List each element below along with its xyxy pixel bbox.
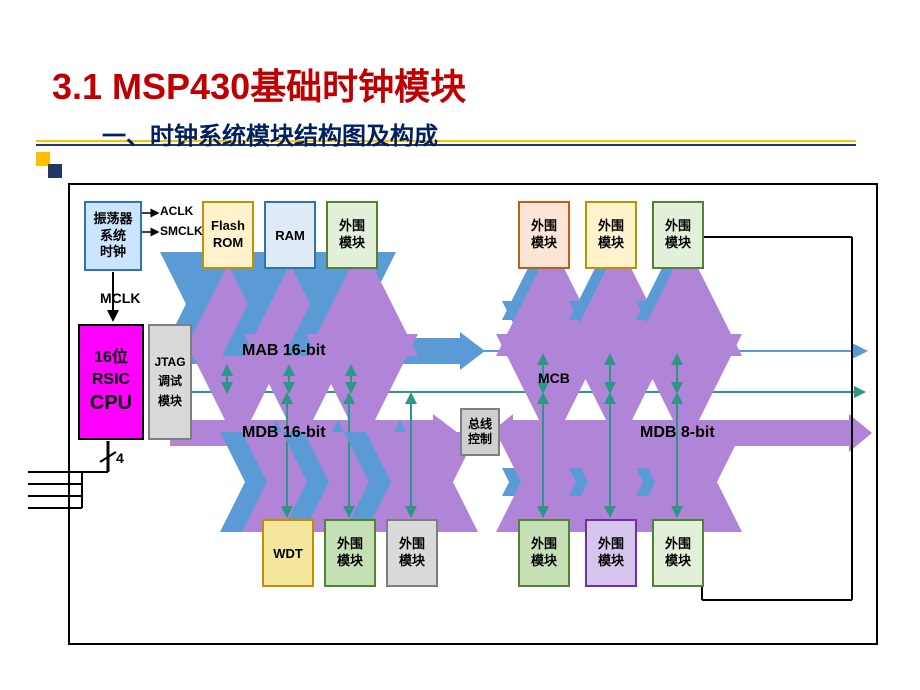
pm6-l1: 外围 [399,536,425,553]
flash-block: Flash ROM [202,201,254,269]
pm2-block: 外围 模块 [518,201,570,269]
pm7-block: 外围 模块 [518,519,570,587]
pm4-l1: 外围 [665,218,691,235]
ram-l1: RAM [275,228,305,243]
pm6-l2: 模块 [399,553,425,570]
pm5-l1: 外围 [337,536,363,553]
pm1-block: 外围 模块 [326,201,378,269]
main-title: 3.1 MSP430基础时钟模块 [52,58,466,110]
ram-block: RAM [264,201,316,269]
four-label: 4 [116,450,124,466]
pm3-l1: 外围 [598,218,624,235]
pm3-block: 外围 模块 [585,201,637,269]
cpu-block: 16位 RSIC CPU [78,324,144,440]
busctrl-l2: 控制 [468,432,492,447]
pm9-block: 外围 模块 [652,519,704,587]
mclk-label: MCLK [100,290,140,306]
pm7-l1: 外围 [531,536,557,553]
busctrl-l1: 总线 [468,417,492,432]
pm9-l2: 模块 [665,553,691,570]
pm4-l2: 模块 [665,235,691,252]
sub-title: 一、时钟系统模块结构图及构成 [102,116,438,151]
mdb16-label: MDB 16-bit [242,424,326,442]
smclk-label: SMCLK [160,224,203,238]
pm8-block: 外围 模块 [585,519,637,587]
mcb-label: MCB [538,370,570,386]
jtag-l3: 模块 [158,392,182,411]
pm2-l2: 模块 [531,235,557,252]
jtag-l1: JTAG [154,353,185,372]
pm7-l2: 模块 [531,553,557,570]
osc-l3: 时钟 [100,244,126,261]
pm2-l1: 外围 [531,218,557,235]
pm1-l2: 模块 [339,235,365,252]
busctrl-block: 总线 控制 [460,408,500,456]
cpu-l3: CPU [90,390,132,417]
cpu-l2: RSIC [92,369,130,391]
mab-label: MAB 16-bit [242,342,326,360]
pm5-block: 外围 模块 [324,519,376,587]
flash-l2: ROM [213,235,243,252]
pm9-l1: 外围 [665,536,691,553]
mdb8-label: MDB 8-bit [640,424,715,442]
flash-l1: Flash [211,218,245,235]
cpu-l1: 16位 [94,347,128,369]
decor-square-2 [48,164,62,178]
pm1-l1: 外围 [339,218,365,235]
pm4-block: 外围 模块 [652,201,704,269]
pm6-block: 外围 模块 [386,519,438,587]
aclk-label: ACLK [160,204,193,218]
pm3-l2: 模块 [598,235,624,252]
wdt-l1: WDT [273,546,303,561]
wdt-block: WDT [262,519,314,587]
osc-l2: 系统 [100,228,126,245]
osc-l1: 振荡器 [93,211,132,228]
pm8-l2: 模块 [598,553,624,570]
pm8-l1: 外围 [598,536,624,553]
pm5-l2: 模块 [337,553,363,570]
jtag-block: JTAG 调试 模块 [148,324,192,440]
jtag-l2: 调试 [158,372,182,391]
osc-block: 振荡器 系统 时钟 [84,201,142,271]
